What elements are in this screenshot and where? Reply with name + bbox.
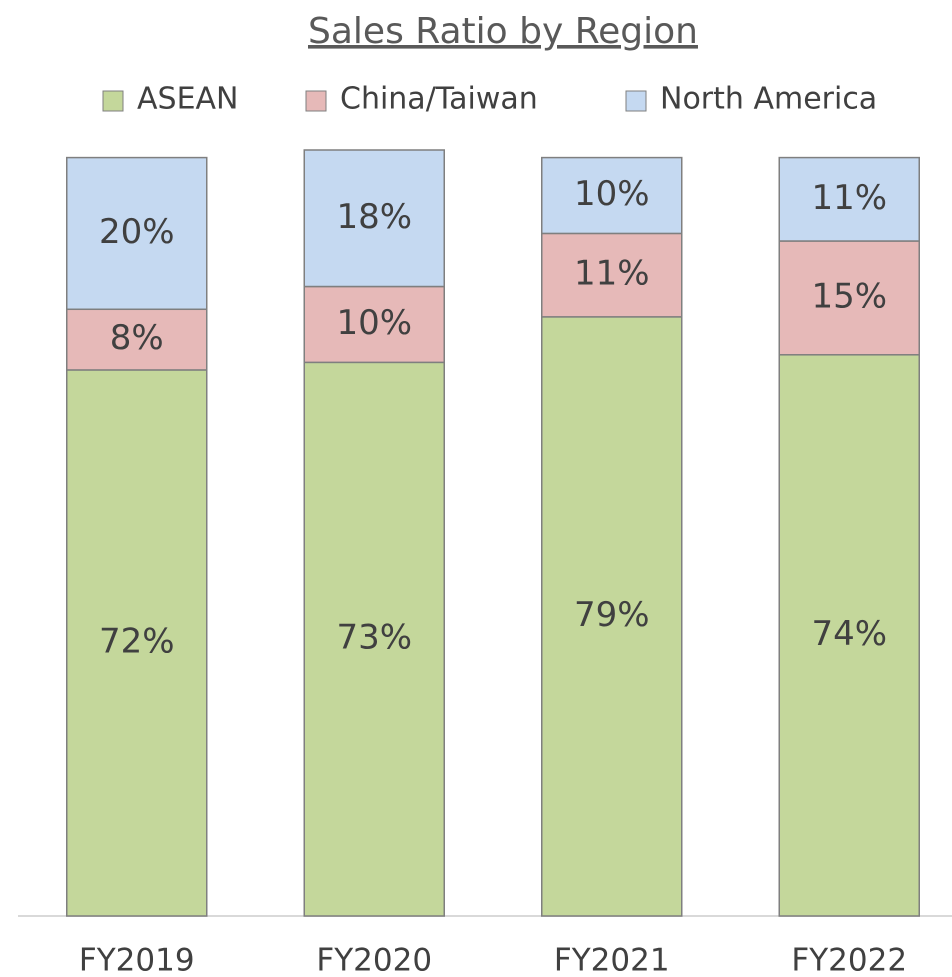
data-label: 79% <box>574 595 650 635</box>
data-label: 15% <box>811 276 887 316</box>
legend-swatch <box>305 90 327 112</box>
data-label: 74% <box>811 614 887 654</box>
data-label: 18% <box>336 197 412 237</box>
chart-title: Sales Ratio by Region <box>308 11 698 52</box>
legend-label: North America <box>660 82 877 117</box>
bar-segment <box>66 156 208 311</box>
data-label: 10% <box>574 174 650 214</box>
data-label: 72% <box>99 621 175 661</box>
bar-segment <box>541 316 683 917</box>
bar-segment <box>303 361 445 917</box>
bar-segment <box>541 232 683 318</box>
x-tick-label: FY2022 <box>791 943 907 977</box>
legend-swatch <box>102 90 124 112</box>
bar-segment <box>778 156 920 242</box>
bar-segment <box>303 149 445 288</box>
bar-segment <box>66 369 208 917</box>
data-label: 11% <box>811 178 887 218</box>
legend-swatch <box>625 90 647 112</box>
data-label: 20% <box>99 212 175 252</box>
bar-segment <box>303 285 445 364</box>
bar-segment <box>778 354 920 917</box>
bar-segment <box>541 156 683 235</box>
x-tick-label: FY2020 <box>316 943 432 977</box>
data-label: 73% <box>336 618 412 658</box>
data-label: 11% <box>574 254 650 294</box>
legend-label: China/Taiwan <box>340 82 538 117</box>
data-label: 8% <box>110 318 164 358</box>
x-tick-label: FY2019 <box>79 943 195 977</box>
bar-segment <box>66 308 208 371</box>
bar-segment <box>778 240 920 356</box>
x-tick-label: FY2021 <box>554 943 670 977</box>
legend-label: ASEAN <box>137 82 238 117</box>
data-label: 10% <box>336 303 412 343</box>
